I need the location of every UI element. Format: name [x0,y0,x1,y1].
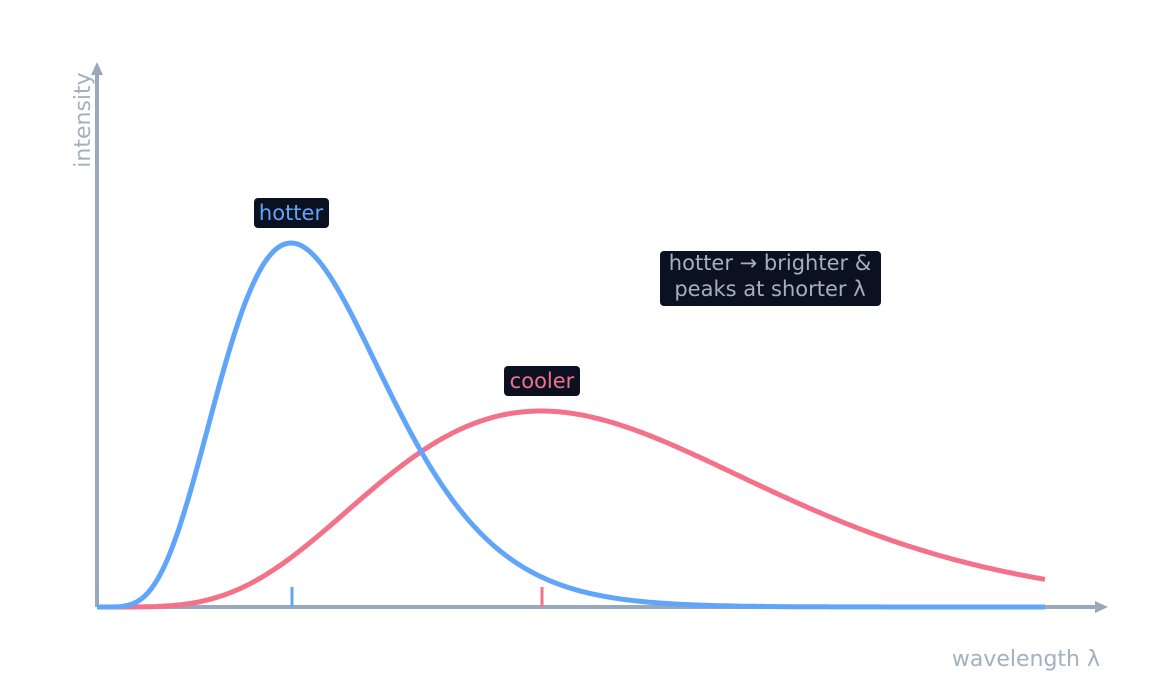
cooler-curve [97,408,1046,610]
y-axis-arrow [91,62,103,75]
cooler-label-box [504,366,580,396]
note-line: peaks at shorter λ [674,277,865,301]
hotter-curve [97,240,1045,610]
x-axis-label: wavelength λ [952,647,1100,672]
cooler-label: cooler [510,369,575,393]
hotter-label-box [254,198,329,228]
note-box [660,251,881,306]
hotter-label: hotter [259,201,324,225]
x-axis-arrow [1095,601,1108,613]
y-axis-label: intensity [71,72,96,167]
note-line: hotter → brighter & [669,251,871,275]
